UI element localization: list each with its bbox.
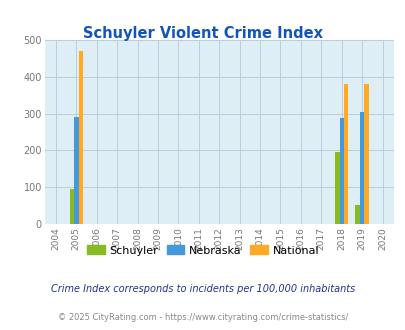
Bar: [74, 117, 78, 224]
Bar: [334, 151, 339, 224]
Legend: Schuyler, Nebraska, National: Schuyler, Nebraska, National: [82, 241, 323, 260]
Bar: [364, 84, 368, 224]
Bar: [69, 188, 74, 224]
Bar: [78, 51, 83, 224]
Bar: [359, 113, 364, 224]
Bar: [343, 84, 347, 224]
Bar: [339, 118, 343, 224]
Bar: [354, 205, 359, 224]
Text: Schuyler Violent Crime Index: Schuyler Violent Crime Index: [83, 26, 322, 41]
Text: Crime Index corresponds to incidents per 100,000 inhabitants: Crime Index corresponds to incidents per…: [51, 284, 354, 294]
Text: © 2025 CityRating.com - https://www.cityrating.com/crime-statistics/: © 2025 CityRating.com - https://www.city…: [58, 313, 347, 322]
